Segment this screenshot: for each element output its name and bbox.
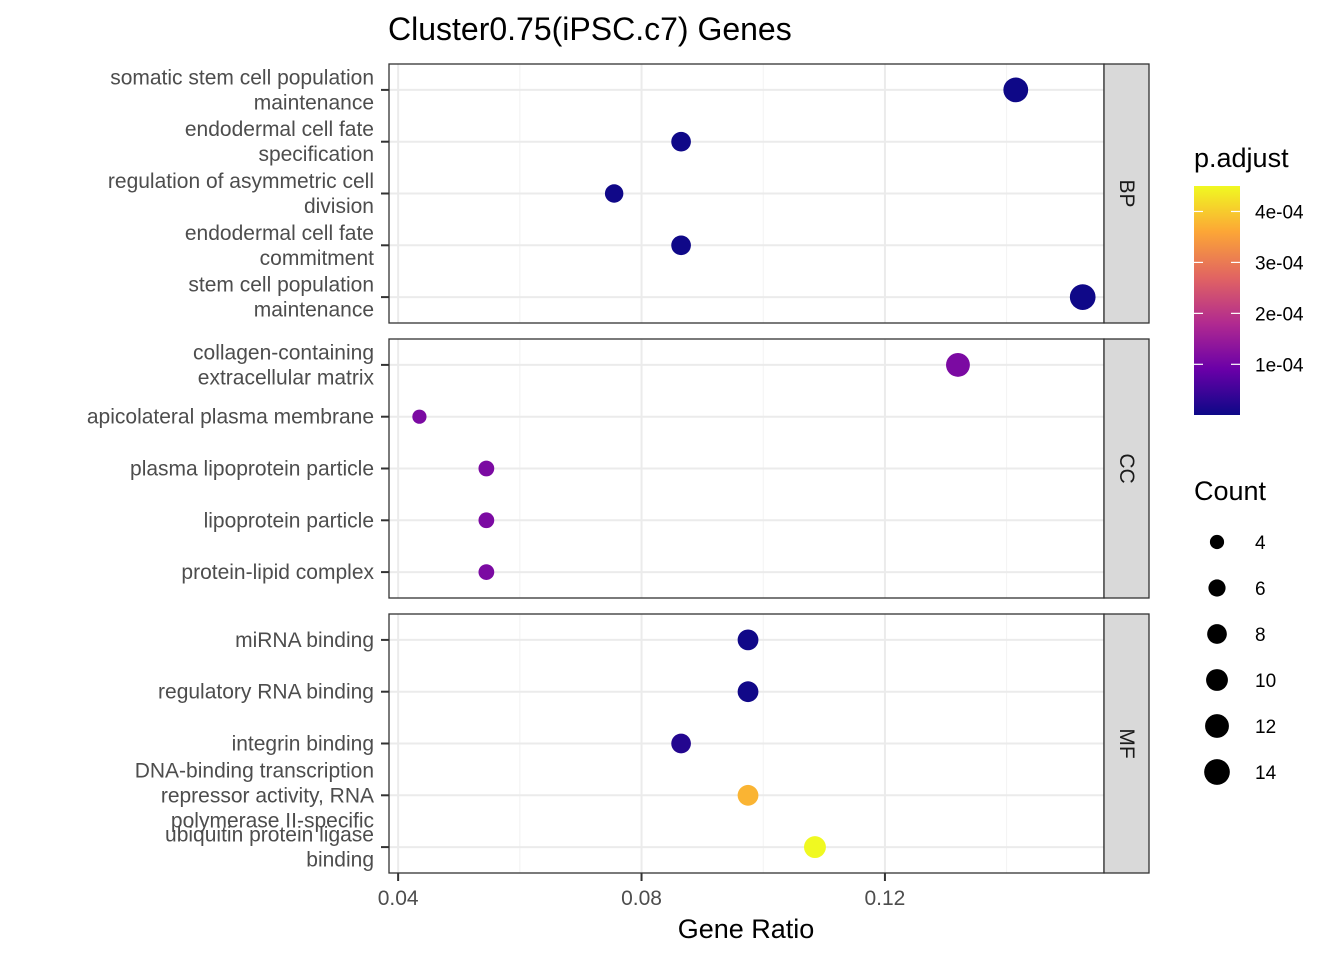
size-legend-label: 6 [1255,579,1266,600]
data-point [671,235,691,256]
color-legend-title: p.adjust [1194,143,1289,173]
facet-strip-label: CC [1115,453,1138,483]
term-label: stem cell population maintenance [188,274,374,322]
x-axis-title: Gene Ratio [678,914,815,944]
size-legend-title: Count [1194,476,1267,506]
data-point [737,784,759,806]
size-legend-dot [1208,579,1226,597]
term-label: regulatory RNA binding [158,681,374,704]
chart-title: Cluster0.75(iPSC.c7) Genes [388,11,792,47]
size-legend-label: 12 [1255,717,1276,738]
x-axis: 0.04 0.08 0.12 [378,873,905,910]
x-tick-label: 0.12 [864,887,905,910]
facet-panel-cc: collagen-containing extracellular matrix a… [87,338,1150,599]
term-label: protein-lipid complex [181,561,374,584]
x-tick-label: 0.04 [378,887,419,910]
size-legend-dot [1207,624,1227,644]
term-label: miRNA binding [235,629,374,652]
data-point [412,409,427,424]
term-label: DNA-binding transcription repressor activ… [135,759,374,832]
facet-strip [1103,63,1150,324]
color-bar-label: 3e-04 [1255,253,1304,274]
data-point [478,460,495,477]
size-legend-label: 10 [1255,671,1276,692]
facet-panel-mf: miRNA binding regulatory RNA binding integ… [135,613,1150,874]
facet-strip [1103,613,1150,874]
term-label: apicolateral plasma membrane [87,406,374,429]
facet-strip-label: BP [1115,179,1138,207]
facet-panels: somatic stem cell population maintenancee… [87,63,1150,874]
data-point [1003,77,1029,103]
x-tick-label: 0.08 [621,887,662,910]
facet-strip-label: MF [1115,728,1138,758]
size-legend-label: 4 [1255,533,1266,554]
size-legend: Count 4 6 8 10 12 14 [1194,476,1277,785]
data-point [478,564,495,580]
color-legend: p.adjust 1e-04 2e-04 3e-04 4e-04 [1194,143,1304,415]
term-label: lipoprotein particle [204,509,374,532]
data-point [604,184,624,203]
color-bar-label: 1e-04 [1255,355,1304,376]
term-label: regulation of asymmetric cell division [108,170,374,218]
size-legend-label: 8 [1255,625,1266,646]
size-legend-label: 14 [1255,763,1277,784]
color-bar-label: 2e-04 [1255,304,1304,325]
data-point [671,733,691,754]
term-label: endodermal cell fate commitment [185,222,374,270]
size-legend-dot [1204,759,1230,785]
data-point [804,836,826,859]
facet-panel-bp: somatic stem cell population maintenancee… [108,63,1150,324]
term-label: somatic stem cell population maintenance [110,66,374,114]
term-label: ubiquitin protein ligase binding [165,824,374,872]
size-legend-dot [1209,534,1225,550]
data-point [737,681,759,703]
size-legend-dot [1206,669,1228,691]
data-point [737,629,759,651]
term-label: collagen-containing extracellular matrix [193,341,374,389]
term-label: endodermal cell fate specification [185,118,374,166]
data-point [1069,284,1096,310]
data-point [478,512,495,529]
term-label: plasma lipoprotein particle [130,458,374,481]
data-point [946,352,970,377]
facet-strip [1103,338,1150,599]
data-point [671,131,691,152]
term-label: integrin binding [232,733,374,756]
color-bar-label: 4e-04 [1255,202,1304,223]
size-legend-dot [1205,714,1229,738]
color-bar [1194,186,1240,415]
